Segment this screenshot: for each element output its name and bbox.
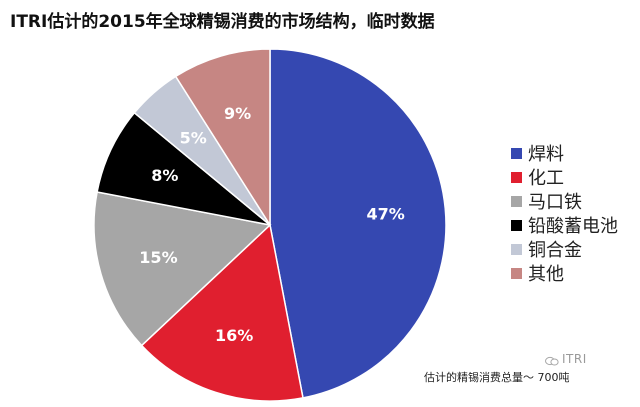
legend-swatch (511, 243, 522, 255)
legend-label: 焊料 (528, 144, 564, 165)
value-label-6: 9% (224, 104, 251, 123)
legend-label: 铅酸蓄电池 (528, 216, 618, 237)
pie-slice-4 (96, 111, 271, 226)
pie-value-labels: 47% 16% 15% 8%5% 9% (139, 104, 404, 345)
value-label-1: 47% (366, 205, 404, 224)
legend-label: 化工 (528, 168, 564, 189)
chart-title: ITRI估计的2015年全球精锡消费的市场结构，临时数据 (10, 12, 435, 32)
value-label-3: 15% (139, 248, 177, 267)
pie-slices (93, 48, 447, 402)
chart-legend: 焊料化工马口铁铅酸蓄电池铜合金其他 (511, 141, 618, 285)
legend-swatch (511, 171, 522, 183)
legend-item-3: 马口铁 (511, 189, 618, 213)
value-label-4: 8% (151, 166, 178, 185)
legend-item-4: 铅酸蓄电池 (511, 213, 618, 237)
legend-item-5: 铜合金 (511, 237, 618, 261)
legend-label: 铜合金 (528, 240, 582, 261)
value-label-5: 5% (180, 128, 207, 147)
legend-item-6: 其他 (511, 261, 618, 285)
pie-slice-1 (269, 48, 447, 399)
wechat-icon (545, 356, 559, 366)
legend-swatch (511, 147, 522, 159)
legend-swatch (511, 267, 522, 279)
value-label-2: 16% (215, 326, 253, 345)
legend-item-2: 化工 (511, 165, 618, 189)
legend-swatch (511, 219, 522, 231)
pie-slice-3 (93, 191, 272, 347)
watermark: ITRI (562, 352, 587, 366)
legend-item-1: 焊料 (511, 141, 618, 165)
footnote: 估计的精锡消费总量～ 700吨 (424, 371, 570, 384)
pie-slice-2 (140, 223, 304, 402)
legend-label: 马口铁 (528, 192, 582, 213)
pie-slice-6 (174, 48, 271, 228)
legend-swatch (511, 195, 522, 207)
legend-label: 其他 (528, 264, 564, 285)
